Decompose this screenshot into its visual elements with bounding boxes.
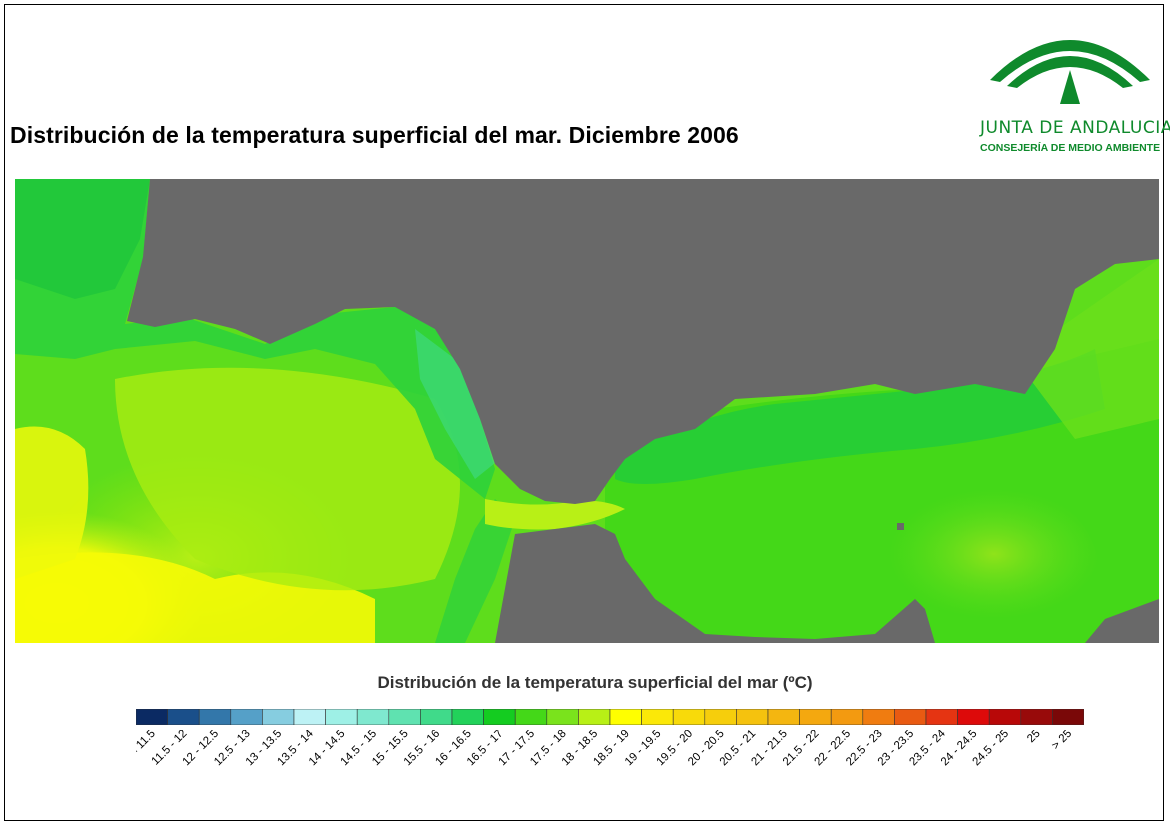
legend-swatch [514,709,548,725]
land-south [495,524,935,643]
legend-swatch [957,709,990,725]
map-frame [4,4,1164,821]
legend-swatch [736,709,769,725]
legend-swatch [799,709,832,725]
legend-swatch [198,709,232,725]
legend-swatch [420,709,453,725]
legend-label: 25 [1025,730,1043,745]
legend-swatch [830,709,864,725]
legend-swatch [483,709,516,725]
junta-logo: JUNTA DE ANDALUCIA CONSEJERÍA DE MEDIO A… [980,14,1170,164]
legend-title: Distribución de la temperatura superfici… [377,673,813,692]
logo-name: JUNTA DE ANDALUCIA [980,118,1170,138]
legend-swatch [230,709,263,725]
sea-temperature-map [15,179,1159,643]
legend-swatch [167,709,200,725]
legend-swatch [262,709,295,725]
legend-swatch [767,709,800,725]
land-north [127,179,1159,504]
legend-swatch [325,709,358,725]
legend-swatch [578,709,611,725]
legend-swatch [925,709,958,725]
map-title: Distribución de la temperatura superfici… [10,122,739,148]
legend-color-bar [136,709,1084,725]
legend-swatch [862,709,895,725]
legend-swatch [988,709,1022,725]
legend-swatch [546,709,579,725]
legend-swatch [1052,709,1084,725]
junta-andalucia-arches-icon [990,40,1150,104]
logo-subtitle: CONSEJERÍA DE MEDIO AMBIENTE [980,142,1161,154]
legend-swatch [451,709,484,725]
legend-swatch [894,709,927,725]
legend-swatch [388,709,421,725]
legend-swatch [672,709,706,725]
legend-label: > 25 [1050,730,1075,752]
legend-swatch [293,709,326,725]
legend-swatch [356,709,390,725]
legend-swatch [136,709,168,725]
legend-swatch [641,709,674,725]
legend-swatch [1020,709,1053,725]
legend-swatch [704,709,737,725]
legend-swatch [609,709,642,725]
